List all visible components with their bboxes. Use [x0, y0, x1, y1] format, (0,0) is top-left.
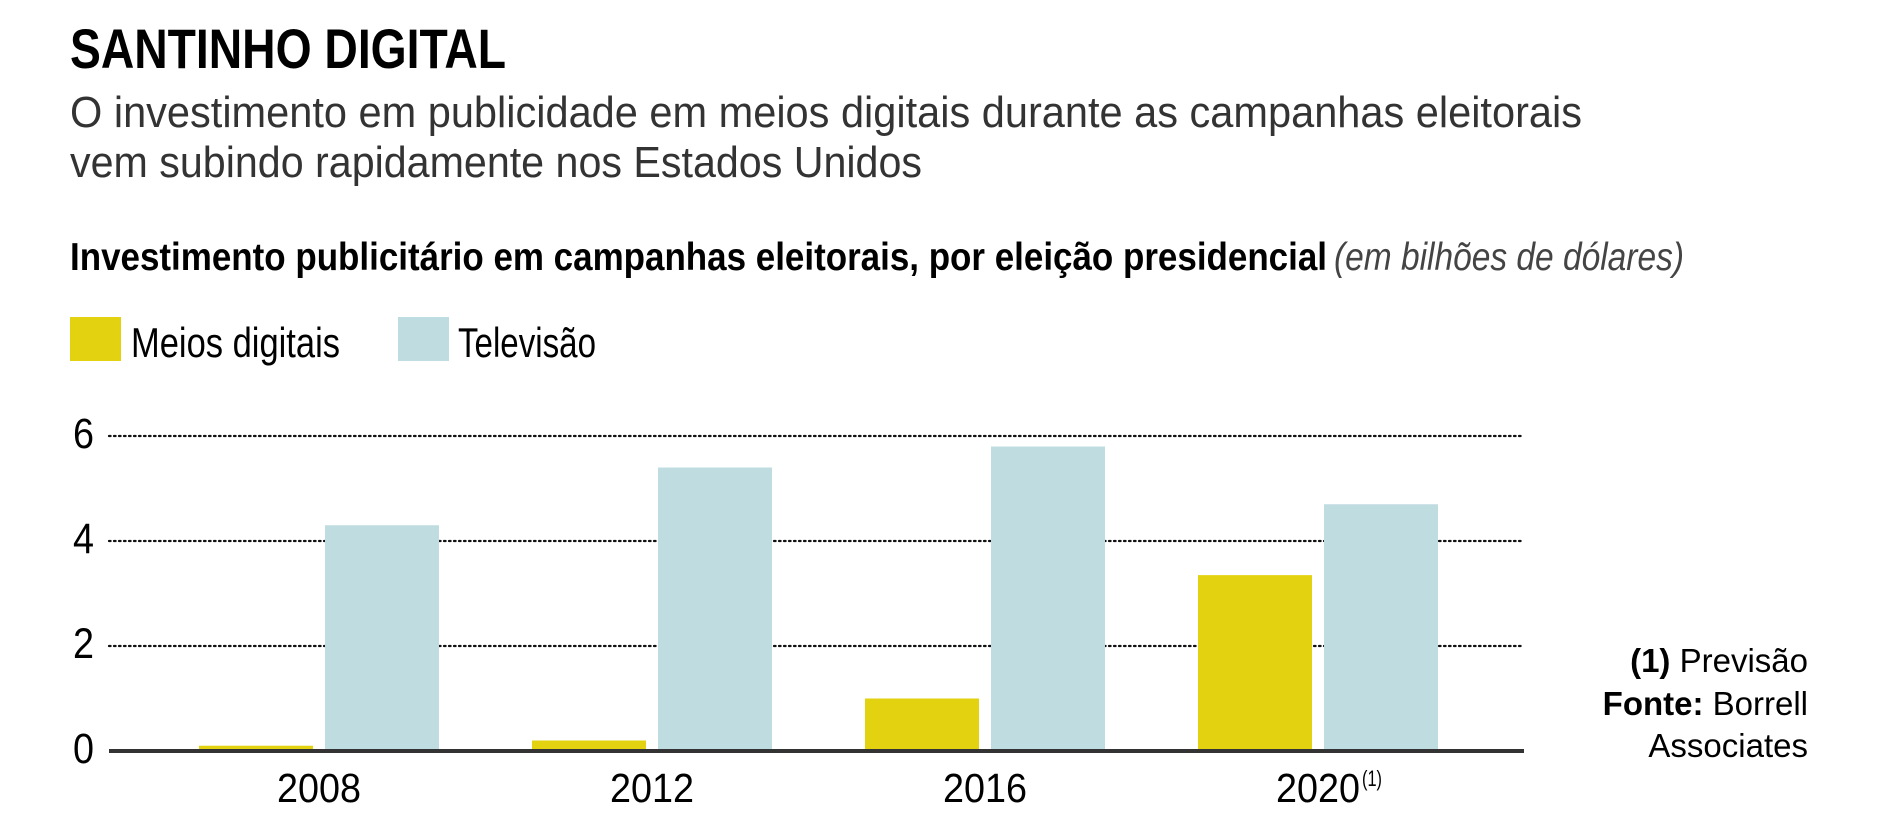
- subtitle-line-2: vem subindo rapidamente nos Estados Unid…: [70, 138, 922, 187]
- bar-digital-2016: [865, 698, 979, 751]
- x-tick-label: 2020: [1276, 765, 1360, 811]
- y-tick-label: 6: [73, 410, 94, 458]
- legend-label-digital: Meios digitais: [131, 319, 340, 366]
- x-tick-label: 2016: [943, 765, 1027, 811]
- legend-label-tv: Televisão: [458, 319, 596, 366]
- y-axis-ticks: 0 2 4 6: [73, 410, 94, 773]
- chart-unit-note: (em bilhões de dólares): [1334, 236, 1684, 279]
- source-line-2: Associates: [1648, 727, 1808, 764]
- bar-digital-2008: [199, 745, 313, 751]
- bar-tv-2016: [991, 446, 1105, 751]
- x-axis-labels: 2008 2012 2016 2020 (1): [277, 765, 1382, 811]
- headline: SANTINHO DIGITAL: [70, 17, 506, 80]
- bar-tv-2008: [325, 525, 439, 751]
- y-tick-label: 0: [73, 725, 94, 773]
- forecast-note-marker: (1): [1630, 642, 1670, 679]
- footnotes: (1) Previsão Fonte: Borrell Associates: [1603, 642, 1808, 764]
- legend-swatch-tv: [398, 317, 449, 361]
- source-line-1: Fonte: Borrell: [1603, 685, 1808, 722]
- x-tick-label: 2008: [277, 765, 361, 811]
- y-tick-label: 2: [73, 620, 94, 668]
- source-name-1: Borrell: [1713, 685, 1808, 722]
- legend-swatch-digital: [70, 317, 121, 361]
- y-tick-label: 4: [73, 515, 94, 563]
- subtitle-line-1: O investimento em publicidade em meios d…: [70, 88, 1582, 137]
- legend: Meios digitais Televisão: [70, 317, 596, 366]
- x-tick-superscript: (1): [1362, 766, 1382, 791]
- bar-tv-2020: [1324, 504, 1438, 751]
- forecast-note-text: Previsão: [1680, 642, 1808, 679]
- chart-title: Investimento publicitário em campanhas e…: [70, 236, 1327, 279]
- bar-digital-2012: [532, 740, 646, 751]
- bars: [199, 446, 1438, 751]
- bar-tv-2012: [658, 467, 772, 751]
- source-label: Fonte:: [1603, 685, 1704, 722]
- forecast-note: (1) Previsão: [1630, 642, 1808, 679]
- x-tick-label: 2012: [610, 765, 694, 811]
- bar-digital-2020: [1198, 575, 1312, 751]
